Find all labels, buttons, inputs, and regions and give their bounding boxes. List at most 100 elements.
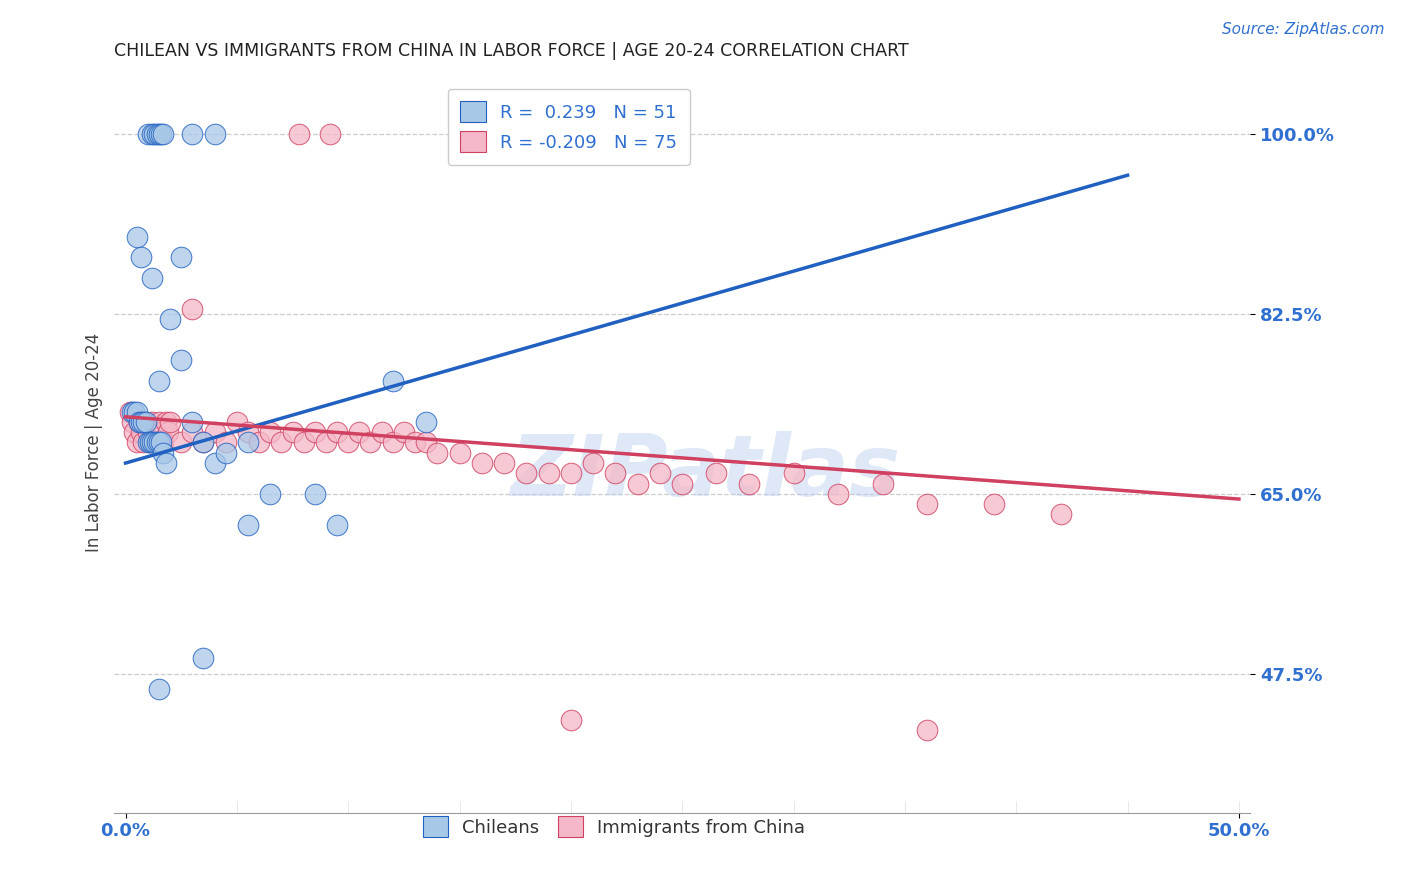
Point — [426, 446, 449, 460]
Point — [627, 476, 650, 491]
Point — [738, 476, 761, 491]
Point — [288, 127, 311, 141]
Point — [135, 415, 157, 429]
Point — [281, 425, 304, 440]
Point — [128, 415, 150, 429]
Point — [155, 456, 177, 470]
Point — [129, 425, 152, 440]
Point — [204, 456, 226, 470]
Point — [181, 127, 204, 141]
Point — [170, 353, 193, 368]
Point — [159, 312, 181, 326]
Point — [872, 476, 894, 491]
Point — [152, 435, 174, 450]
Point — [125, 405, 148, 419]
Point — [170, 435, 193, 450]
Point — [671, 476, 693, 491]
Point — [143, 127, 166, 141]
Point — [150, 425, 173, 440]
Point — [515, 467, 537, 481]
Point — [143, 425, 166, 440]
Point — [141, 415, 163, 429]
Point — [156, 425, 179, 440]
Point — [983, 497, 1005, 511]
Point — [121, 415, 143, 429]
Point — [204, 127, 226, 141]
Point — [125, 435, 148, 450]
Point — [560, 713, 582, 727]
Point — [326, 425, 349, 440]
Point — [360, 435, 382, 450]
Point — [215, 446, 238, 460]
Point — [129, 415, 152, 429]
Point — [155, 415, 177, 429]
Point — [118, 405, 141, 419]
Point — [560, 467, 582, 481]
Point — [315, 435, 337, 450]
Point — [225, 415, 247, 429]
Point — [121, 405, 143, 419]
Point — [170, 251, 193, 265]
Point — [129, 251, 152, 265]
Point — [337, 435, 360, 450]
Point — [782, 467, 804, 481]
Point — [150, 127, 173, 141]
Point — [193, 435, 215, 450]
Point — [124, 425, 146, 440]
Point — [135, 415, 157, 429]
Point — [150, 435, 173, 450]
Point — [181, 425, 204, 440]
Point — [304, 487, 326, 501]
Point — [181, 301, 204, 316]
Point — [648, 467, 671, 481]
Point — [415, 435, 437, 450]
Point — [136, 435, 159, 450]
Point — [392, 425, 415, 440]
Point — [124, 405, 146, 419]
Text: ZIPatlas: ZIPatlas — [510, 431, 900, 514]
Point — [148, 415, 170, 429]
Point — [381, 435, 404, 450]
Point — [215, 435, 238, 450]
Point — [270, 435, 292, 450]
Point — [537, 467, 560, 481]
Point — [145, 435, 167, 450]
Point — [349, 425, 371, 440]
Point — [145, 127, 167, 141]
Point — [247, 435, 270, 450]
Point — [145, 435, 167, 450]
Point — [132, 435, 155, 450]
Y-axis label: In Labor Force | Age 20-24: In Labor Force | Age 20-24 — [86, 333, 103, 552]
Point — [136, 425, 159, 440]
Point — [159, 415, 181, 429]
Point — [152, 446, 174, 460]
Point — [319, 127, 342, 141]
Point — [704, 467, 727, 481]
Point — [915, 497, 938, 511]
Point — [326, 517, 349, 532]
Text: CHILEAN VS IMMIGRANTS FROM CHINA IN LABOR FORCE | AGE 20-24 CORRELATION CHART: CHILEAN VS IMMIGRANTS FROM CHINA IN LABO… — [114, 42, 910, 60]
Point — [494, 456, 516, 470]
Point — [148, 682, 170, 697]
Point — [449, 446, 471, 460]
Point — [125, 230, 148, 244]
Point — [292, 435, 315, 450]
Point — [381, 374, 404, 388]
Point — [181, 415, 204, 429]
Point — [304, 425, 326, 440]
Point — [193, 435, 215, 450]
Text: Source: ZipAtlas.com: Source: ZipAtlas.com — [1222, 22, 1385, 37]
Point — [148, 374, 170, 388]
Point — [139, 435, 162, 450]
Point — [236, 435, 259, 450]
Point — [128, 415, 150, 429]
Point — [415, 415, 437, 429]
Point — [404, 435, 426, 450]
Point — [136, 127, 159, 141]
Point — [143, 435, 166, 450]
Point — [236, 425, 259, 440]
Point — [236, 517, 259, 532]
Point — [141, 435, 163, 450]
Point — [471, 456, 494, 470]
Legend: Chileans, Immigrants from China: Chileans, Immigrants from China — [416, 809, 813, 844]
